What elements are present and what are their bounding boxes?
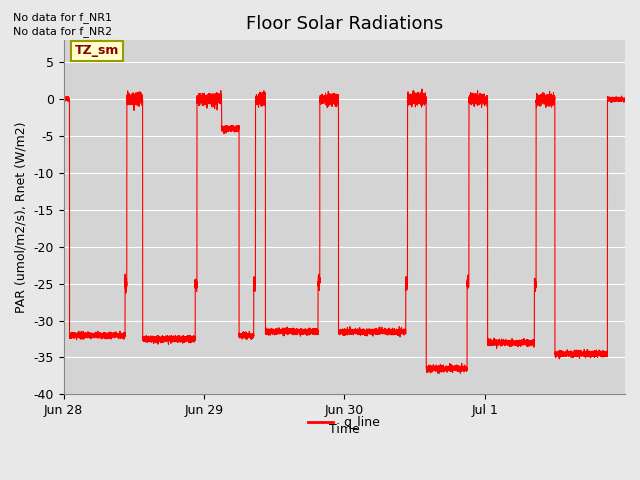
X-axis label: Time: Time <box>329 423 360 436</box>
Text: No data for f_NR1: No data for f_NR1 <box>13 12 112 23</box>
Legend: q_line: q_line <box>303 411 385 434</box>
Y-axis label: PAR (umol/m2/s), Rnet (W/m2): PAR (umol/m2/s), Rnet (W/m2) <box>15 121 28 313</box>
Text: TZ_sm: TZ_sm <box>75 44 119 57</box>
Text: No data for f_NR2: No data for f_NR2 <box>13 26 112 37</box>
Title: Floor Solar Radiations: Floor Solar Radiations <box>246 15 443 33</box>
